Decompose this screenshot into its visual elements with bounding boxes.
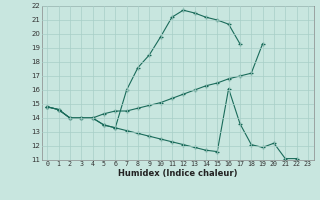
X-axis label: Humidex (Indice chaleur): Humidex (Indice chaleur) (118, 169, 237, 178)
